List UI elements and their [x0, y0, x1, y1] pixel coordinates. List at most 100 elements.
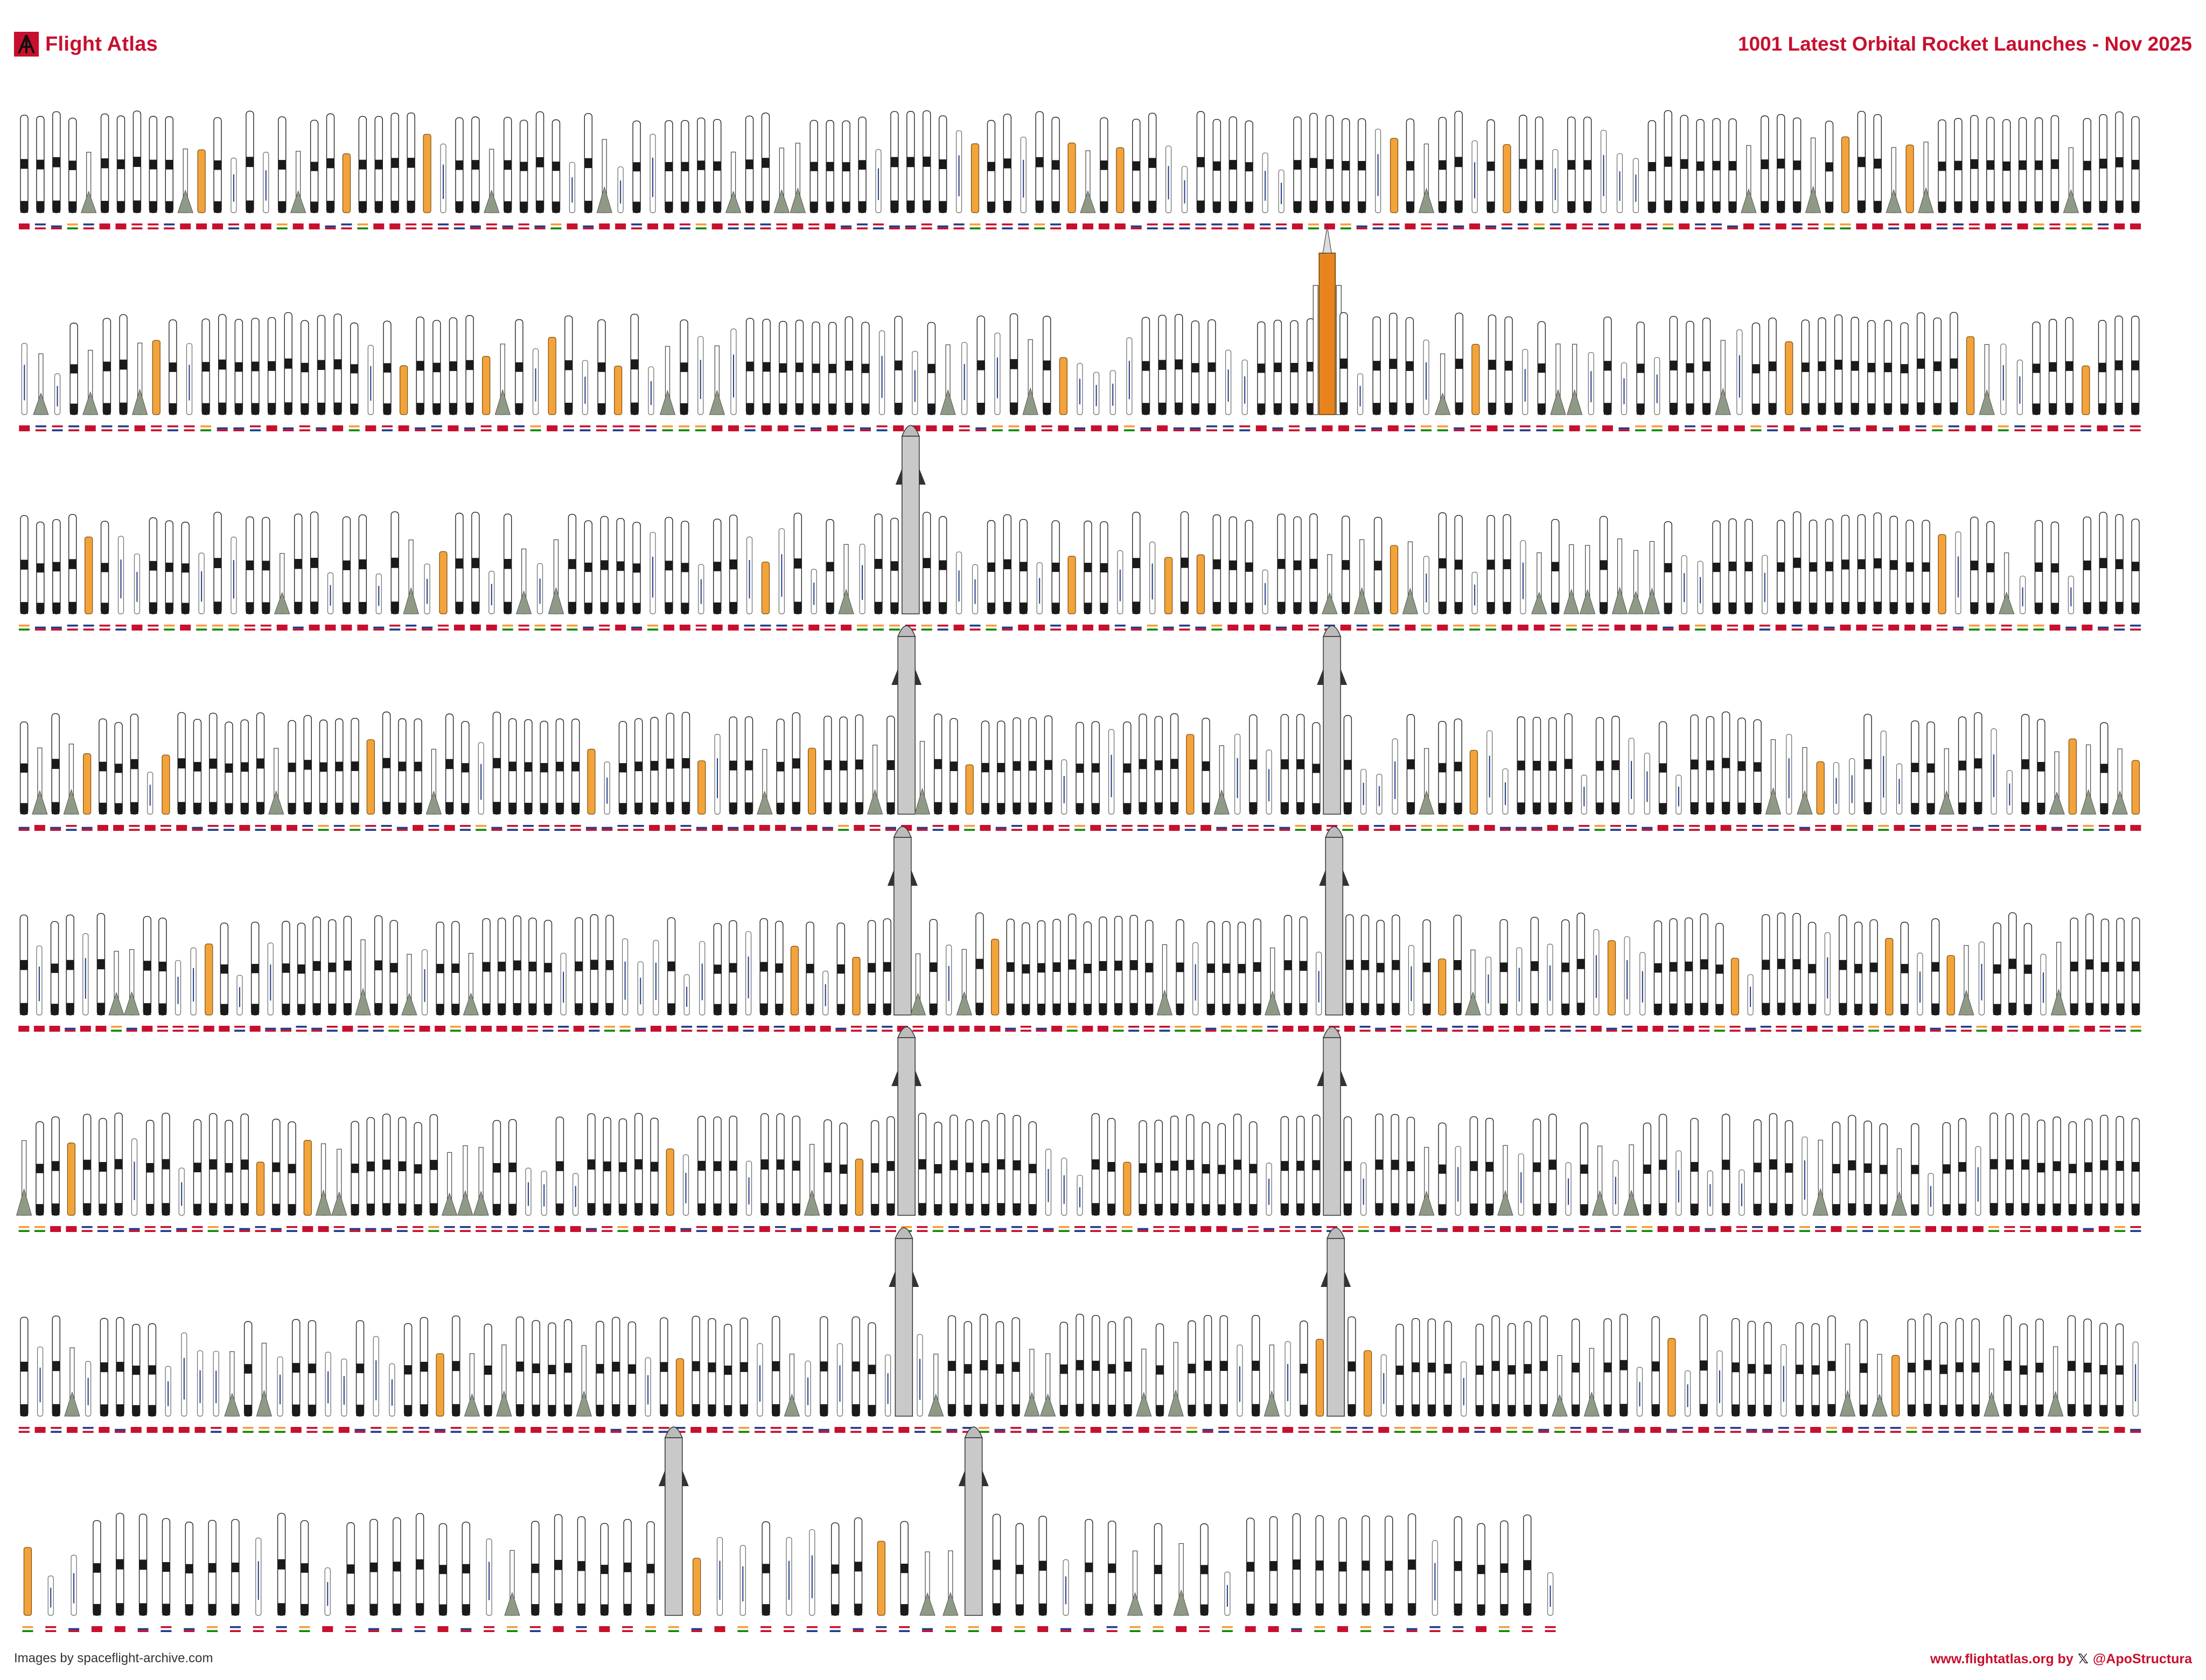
- rocket[interactable]: [1293, 116, 1302, 213]
- rocket[interactable]: [790, 143, 806, 213]
- rocket[interactable]: [1747, 974, 1754, 1016]
- rocket[interactable]: [1905, 144, 1914, 213]
- rocket[interactable]: [515, 319, 523, 415]
- rocket[interactable]: [1245, 520, 1253, 614]
- rocket[interactable]: [297, 922, 306, 1016]
- rocket[interactable]: [1145, 920, 1154, 1016]
- rocket[interactable]: [1531, 552, 1547, 614]
- rocket[interactable]: [923, 512, 931, 614]
- rocket[interactable]: [47, 1576, 54, 1616]
- rocket[interactable]: [645, 1357, 651, 1417]
- rocket[interactable]: [436, 921, 444, 1016]
- rocket[interactable]: [1009, 313, 1018, 415]
- rocket[interactable]: [19, 722, 29, 815]
- rocket[interactable]: [1471, 140, 1478, 213]
- rocket[interactable]: [1391, 1114, 1399, 1216]
- rocket[interactable]: [1486, 730, 1493, 815]
- rocket[interactable]: [886, 1116, 895, 1216]
- rocket[interactable]: [1926, 721, 1935, 815]
- rocket[interactable]: [1707, 1170, 1713, 1216]
- rocket[interactable]: [351, 1121, 359, 1216]
- rocket[interactable]: [1989, 1112, 1998, 1216]
- rocket[interactable]: [1453, 914, 1462, 1016]
- rocket[interactable]: [1825, 121, 1834, 213]
- rocket[interactable]: [1827, 1315, 1836, 1417]
- rocket[interactable]: [1879, 1123, 1888, 1216]
- rocket[interactable]: [956, 949, 973, 1016]
- rocket[interactable]: [36, 945, 43, 1016]
- rocket[interactable]: [859, 543, 865, 614]
- rocket[interactable]: [1039, 1353, 1056, 1417]
- rocket[interactable]: [1067, 142, 1076, 213]
- rocket[interactable]: [1077, 363, 1083, 415]
- rocket[interactable]: [80, 152, 97, 213]
- rocket[interactable]: [1880, 730, 1887, 815]
- rocket[interactable]: [366, 1117, 375, 1216]
- rocket[interactable]: [870, 1120, 879, 1216]
- rocket[interactable]: [288, 720, 296, 815]
- rocket[interactable]: [890, 517, 899, 614]
- rocket[interactable]: [1085, 1519, 1093, 1616]
- rocket[interactable]: [1795, 1322, 1804, 1417]
- rocket[interactable]: [1552, 1355, 1568, 1417]
- rocket[interactable]: [1676, 774, 1682, 815]
- rocket[interactable]: [1818, 317, 1826, 415]
- rocket[interactable]: [197, 149, 206, 213]
- rocket[interactable]: [1786, 734, 1792, 815]
- rocket[interactable]: [1077, 1174, 1083, 1216]
- rocket[interactable]: [1567, 116, 1576, 213]
- rocket[interactable]: [1824, 932, 1831, 1016]
- rocket[interactable]: [981, 1120, 990, 1216]
- rocket[interactable]: [919, 1551, 936, 1616]
- rocket[interactable]: [532, 1320, 540, 1417]
- rocket[interactable]: [836, 922, 846, 1016]
- rocket[interactable]: [745, 318, 755, 415]
- rocket[interactable]: [327, 572, 334, 614]
- rocket[interactable]: [1801, 319, 1810, 415]
- rocket[interactable]: [326, 113, 335, 213]
- rocket[interactable]: [1203, 1315, 1212, 1417]
- rocket[interactable]: [1702, 317, 1711, 415]
- rocket[interactable]: [277, 1513, 286, 1616]
- rocket[interactable]: [890, 111, 899, 213]
- rocket[interactable]: [1857, 111, 1866, 213]
- rocket[interactable]: [762, 1521, 770, 1616]
- rocket[interactable]: [1667, 1338, 1676, 1417]
- rocket[interactable]: [390, 113, 399, 213]
- rocket[interactable]: [524, 719, 533, 815]
- rocket[interactable]: [1700, 913, 1708, 1016]
- rocket[interactable]: [1278, 169, 1284, 213]
- rocket[interactable]: [554, 1514, 563, 1616]
- rocket[interactable]: [308, 1320, 317, 1417]
- rocket[interactable]: [1237, 921, 1246, 1016]
- rocket[interactable]: [708, 1318, 716, 1417]
- rocket[interactable]: [1669, 918, 1678, 1016]
- rocket[interactable]: [494, 344, 511, 415]
- rocket[interactable]: [1454, 110, 1463, 213]
- rocket[interactable]: [399, 365, 408, 415]
- rocket[interactable]: [1206, 921, 1215, 1016]
- rocket[interactable]: [218, 314, 227, 415]
- rocket[interactable]: [482, 356, 491, 415]
- rocket[interactable]: [1168, 1342, 1184, 1417]
- rocket[interactable]: [775, 921, 784, 1016]
- rocket[interactable]: [325, 1352, 331, 1417]
- rocket[interactable]: [1737, 717, 1746, 815]
- rocket[interactable]: [883, 918, 891, 1016]
- rocket[interactable]: [1889, 515, 1898, 614]
- rocket[interactable]: [981, 720, 990, 815]
- rocket[interactable]: [885, 1354, 891, 1417]
- rocket[interactable]: [51, 713, 60, 815]
- rocket[interactable]: [1603, 1318, 1612, 1417]
- rocket[interactable]: [605, 914, 614, 1016]
- rocket[interactable]: [2099, 512, 2107, 614]
- rocket[interactable]: [100, 521, 109, 614]
- rocket[interactable]: [99, 718, 107, 815]
- rocket[interactable]: [1958, 1118, 1967, 1216]
- rocket[interactable]: [1044, 715, 1053, 815]
- rocket[interactable]: [776, 1113, 785, 1216]
- rocket[interactable]: [1563, 544, 1580, 614]
- rocket[interactable]: [1690, 1118, 1699, 1216]
- rocket[interactable]: [571, 718, 580, 815]
- rocket[interactable]: [1317, 1026, 1348, 1216]
